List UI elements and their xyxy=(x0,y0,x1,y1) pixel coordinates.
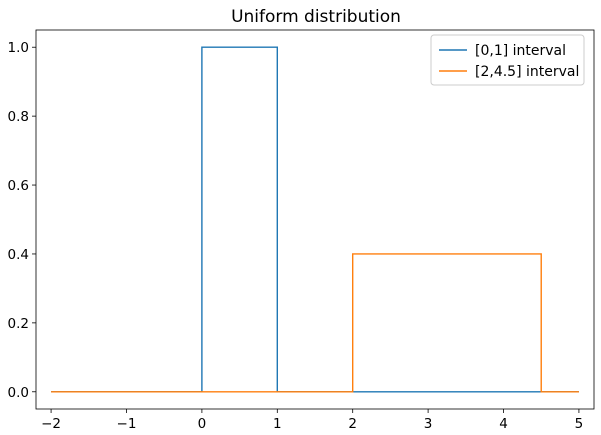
y-tick-label: 0.2 xyxy=(8,316,29,332)
plot-area xyxy=(51,46,579,393)
plot-frame xyxy=(35,29,595,410)
legend-label-1: [2,4.5] interval xyxy=(475,64,579,80)
y-tick-label: 0.8 xyxy=(8,109,29,125)
x-tick-label: 1 xyxy=(273,416,282,432)
y-tick-label: 1.0 xyxy=(8,40,29,56)
legend: [0,1] interval [2,4.5] interval xyxy=(430,34,585,86)
x-tick-label: 4 xyxy=(499,416,508,432)
x-tick-label: 3 xyxy=(424,416,433,432)
x-tick-label: 5 xyxy=(575,416,584,432)
x-axis: −2 −1 0 1 2 3 4 5 xyxy=(41,409,583,432)
y-tick-label: 0.6 xyxy=(8,178,29,194)
legend-box xyxy=(430,34,585,86)
x-tick-label: 0 xyxy=(198,416,207,432)
y-tick-label: 0.4 xyxy=(8,247,29,263)
x-tick-label: −2 xyxy=(41,416,61,432)
series-line-0 xyxy=(51,46,579,393)
y-axis: 0.0 0.2 0.4 0.6 0.8 1.0 xyxy=(8,40,36,401)
y-tick-label: 0.0 xyxy=(8,385,29,401)
x-tick-label: −1 xyxy=(117,416,137,432)
x-tick-label: 2 xyxy=(348,416,357,432)
series-line-1 xyxy=(51,253,579,393)
legend-label-0: [0,1] interval xyxy=(475,43,566,59)
chart-title: Uniform distribution xyxy=(231,7,401,27)
